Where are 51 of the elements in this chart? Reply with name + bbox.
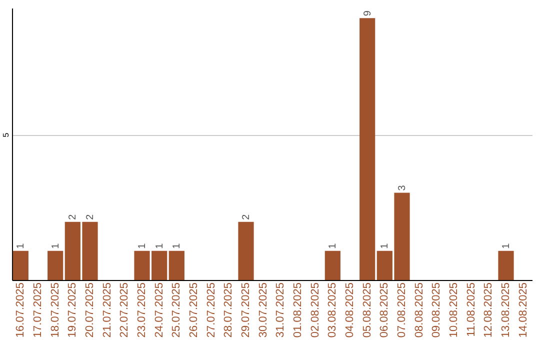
x-tick-label: 24.07.2025	[153, 282, 166, 338]
x-tick-label: 18.07.2025	[49, 282, 62, 338]
bar	[48, 250, 64, 280]
x-tick-label: 31.07.2025	[274, 282, 287, 338]
data-label: 1	[16, 242, 27, 249]
data-label: 1	[501, 242, 512, 249]
x-tick-label: 28.07.2025	[222, 282, 235, 338]
x-tick-label: 17.07.2025	[32, 282, 44, 338]
data-label: 1	[328, 242, 339, 249]
x-tick-label: 12.08.2025	[482, 282, 495, 338]
x-tick-label: 30.07.2025	[257, 282, 270, 338]
bar	[238, 222, 254, 280]
data-label: 1	[50, 242, 62, 249]
x-tick-label: 27.07.2025	[205, 282, 218, 338]
y-tick-label: 5	[2, 132, 10, 138]
data-label: 1	[172, 242, 183, 249]
x-tick-label: 01.08.2025	[292, 282, 304, 338]
x-tick-label: 13.08.2025	[500, 282, 512, 338]
bar	[360, 18, 376, 280]
x-tick-label: 04.08.2025	[344, 282, 356, 338]
data-label: 1	[137, 242, 148, 249]
data-label: 2	[68, 214, 79, 220]
data-label: 3	[397, 184, 408, 191]
x-tick-label: 19.07.2025	[66, 282, 79, 338]
bar	[168, 250, 184, 280]
x-tick-label: 03.08.2025	[326, 282, 339, 338]
x-tick-label: 14.08.2025	[517, 282, 530, 338]
data-label: 2	[241, 214, 252, 220]
x-tick-label: 02.08.2025	[309, 282, 322, 338]
x-tick-label: 09.08.2025	[430, 282, 443, 338]
x-tick-label: 21.07.2025	[101, 282, 114, 338]
x-tick-label: 22.07.2025	[118, 282, 131, 338]
data-label: 1	[154, 242, 166, 249]
data-label: 1	[380, 242, 391, 249]
x-tick-label: 29.07.2025	[240, 282, 252, 338]
x-tick-label: 20.07.2025	[84, 282, 96, 338]
x-tick-label: 06.08.2025	[378, 282, 391, 338]
x-tick-label: 10.08.2025	[448, 282, 460, 338]
data-label: 2	[85, 214, 96, 220]
x-tick-label: 16.07.2025	[14, 282, 27, 338]
x-tick-label: 26.07.2025	[188, 282, 200, 338]
x-tick-label: 11.08.2025	[465, 282, 478, 337]
bar	[12, 250, 28, 280]
bar	[498, 250, 514, 280]
bar	[324, 250, 340, 280]
x-tick-label: 07.08.2025	[396, 282, 408, 338]
x-tick-label: 23.07.2025	[136, 282, 148, 338]
data-label: 9	[362, 10, 374, 16]
x-tick-label: 05.08.2025	[361, 282, 374, 338]
x-tick-label: 08.08.2025	[413, 282, 426, 338]
x-tick-label: 25.07.2025	[170, 282, 183, 338]
